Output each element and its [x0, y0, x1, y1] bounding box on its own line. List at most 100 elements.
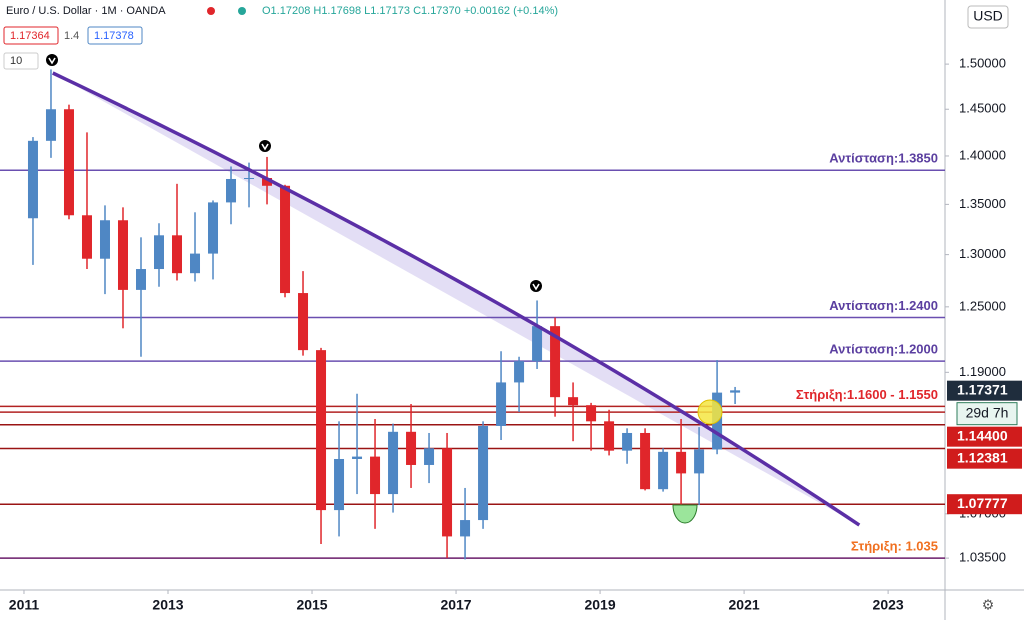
candle-body	[280, 185, 291, 294]
price-box	[947, 494, 1022, 515]
highlight-circle	[697, 399, 723, 425]
x-tick-label: 2013	[152, 597, 183, 613]
candle-body	[298, 293, 309, 351]
plot-area	[0, 0, 945, 590]
buy-box[interactable]	[87, 26, 143, 45]
level-label: Στήριξη: 1.035	[851, 539, 938, 554]
candle-body	[370, 456, 381, 495]
price-box-label: 1.07777	[957, 495, 1008, 511]
price-box	[947, 380, 1022, 401]
candle-body	[226, 178, 237, 203]
candle-body	[586, 405, 597, 422]
lot-box[interactable]	[3, 52, 39, 70]
candle-body	[45, 109, 56, 141]
x-tick-label: 2015	[296, 597, 327, 613]
y-tick-label: 1.35000	[959, 196, 1006, 211]
price-box	[947, 426, 1022, 447]
candle-body	[442, 448, 453, 537]
candle-body	[496, 382, 507, 426]
candle-body	[406, 431, 417, 465]
candle-body	[352, 456, 363, 459]
status-dot	[238, 7, 246, 15]
candle-body	[190, 253, 201, 274]
axes: 1.50000 1.45000 1.40000 1.35000 1.30000 1.250…	[9, 56, 1006, 613]
candle-body	[622, 432, 633, 451]
candle-body	[244, 178, 255, 180]
candle-body	[532, 326, 543, 362]
currency: USD	[973, 8, 1003, 24]
bid: 1.17364	[10, 30, 50, 42]
y-tick-label: 1.50000	[959, 56, 1006, 71]
candle-body	[208, 202, 219, 254]
price-box	[947, 448, 1022, 469]
candle-body	[262, 178, 273, 186]
price-box-label: 1.14400	[957, 427, 1008, 443]
candle-body	[694, 449, 705, 474]
settings-icon[interactable]: ⚙	[982, 597, 995, 613]
candle-body	[658, 451, 669, 490]
candle-body	[63, 109, 74, 216]
candle-body	[154, 235, 165, 270]
trendline-group	[52, 71, 861, 527]
symbol-title: Euro / U.S. Dollar · 1M · OANDA	[6, 5, 166, 17]
sell-box[interactable]	[3, 26, 59, 45]
y-tick-label: 1.25000	[959, 298, 1006, 313]
status-dot	[207, 7, 215, 15]
y-tick-label: 1.19000	[959, 364, 1006, 379]
arrow-marker	[259, 140, 271, 152]
candle-body	[424, 448, 435, 465]
candle-body	[117, 220, 128, 290]
candle-body	[730, 390, 741, 393]
candle-body	[27, 140, 38, 219]
y-tick-label: 1.40000	[959, 147, 1006, 162]
x-tick-label: 2021	[729, 597, 760, 613]
x-tick-label: 2017	[440, 597, 471, 613]
candle-body	[676, 451, 687, 474]
countdown: 29d 7h	[966, 404, 1009, 420]
candle-body	[478, 425, 489, 521]
highlight-bottom	[672, 504, 698, 524]
candle-body	[81, 215, 92, 259]
arrow-marker	[530, 280, 542, 292]
header: Euro / U.S. Dollar · 1M · OANDA O1.17208…	[3, 5, 1009, 613]
candle-body	[640, 432, 651, 490]
candle-body	[99, 220, 110, 259]
y-tick-label: 1.03500	[959, 550, 1006, 565]
y-tick-label: 1.45000	[959, 101, 1006, 116]
y-tick-label: 1.30000	[959, 246, 1006, 261]
x-tick-label: 2023	[873, 597, 904, 613]
level-label: Αντίσταση:1.2000	[829, 342, 938, 357]
levels: Αντίσταση:1.3850 Αντίσταση:1.2400 Αντίστασ…	[0, 151, 945, 559]
ohlc: O1.17208 H1.17698 L1.17173 C1.17370 +0.0…	[262, 5, 558, 17]
x-tick-label: 2011	[9, 597, 40, 613]
candle-body	[172, 235, 183, 274]
x-tick-label: 2019	[584, 597, 615, 613]
channel-shade	[52, 73, 860, 526]
candle-body	[316, 350, 327, 511]
candle-body	[460, 520, 471, 537]
spread: 1.4	[64, 30, 79, 42]
level-label: Αντίσταση:1.2400	[829, 298, 938, 313]
price-box-label: 1.17371	[957, 381, 1008, 397]
candle-body	[135, 269, 146, 290]
candle-body	[388, 431, 399, 495]
level-label: Αντίσταση:1.3850	[829, 151, 938, 166]
currency-box[interactable]	[967, 5, 1009, 29]
price-boxes: 1.17371 29d 7h 1.14400 1.12381 1.07777	[947, 380, 1022, 515]
arrow-marker	[46, 54, 58, 66]
level-label: Στήριξη:1.1600 - 1.1550	[796, 387, 938, 402]
candle-body	[514, 361, 525, 383]
ask: 1.17378	[94, 30, 134, 42]
candle-body	[568, 397, 579, 406]
annotations	[46, 54, 723, 524]
candle-body	[550, 326, 561, 398]
countdown-box	[956, 402, 1018, 426]
candle-body	[334, 458, 345, 511]
channel	[52, 73, 860, 526]
price-box-label: 1.12381	[957, 449, 1008, 465]
lot: 10	[10, 55, 22, 67]
trendline	[52, 71, 861, 527]
candle-body	[604, 421, 615, 451]
